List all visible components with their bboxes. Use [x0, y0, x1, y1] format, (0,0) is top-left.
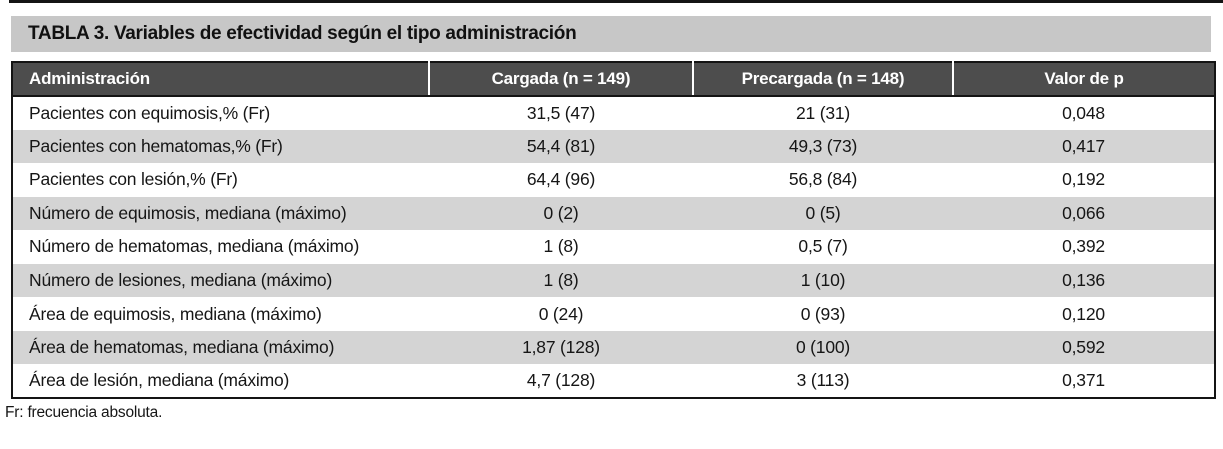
- precargada-value: 0 (5): [693, 196, 953, 231]
- p-value: 0,066: [953, 196, 1215, 231]
- p-value: 0,592: [953, 330, 1215, 365]
- cargada-value: 64,4 (96): [526, 169, 596, 190]
- precargada-value: 0,5 (7): [798, 236, 848, 257]
- p-value: 0,371: [1062, 370, 1105, 391]
- table-row: Pacientes con lesión,% (Fr) 64,4 (96) 56…: [12, 163, 1215, 197]
- row-label: Pacientes con equimosis,% (Fr): [29, 102, 271, 123]
- precargada-value: 3 (113): [796, 370, 850, 391]
- p-value: 0,192: [1062, 169, 1105, 190]
- row-label: Pacientes con lesión,% (Fr): [29, 169, 238, 190]
- table-row: Área de lesión, mediana (máximo) 4,7 (12…: [12, 364, 1215, 398]
- p-value: 0,417: [953, 129, 1215, 164]
- table-row: Número de hematomas, mediana (máximo) 1 …: [12, 230, 1215, 264]
- table-row: Número de lesiones, mediana (máximo) 1 (…: [12, 263, 1215, 298]
- column-header-administracion: Administración: [12, 62, 429, 97]
- p-value: 0,048: [1062, 102, 1105, 123]
- column-header-cargada: Cargada (n = 149): [428, 62, 693, 97]
- precargada-value: 56,8 (84): [788, 169, 858, 190]
- column-header-valor-p: Valor de p: [952, 62, 1215, 97]
- p-value: 0,120: [1062, 303, 1105, 324]
- row-label: Área de hematomas, mediana (máximo): [12, 330, 429, 365]
- table-row: Número de equimosis, mediana (máximo) 0 …: [12, 196, 1215, 231]
- p-value: 0,392: [1062, 236, 1105, 257]
- cargada-value: 31,5 (47): [526, 102, 596, 123]
- effectiveness-table: Administración Cargada (n = 149) Precarg…: [11, 61, 1216, 399]
- column-header-precargada: Precargada (n = 148): [692, 62, 953, 97]
- cargada-value: 1 (8): [429, 263, 693, 298]
- row-label: Número de hematomas, mediana (máximo): [29, 236, 360, 257]
- row-label: Área de lesión, mediana (máximo): [29, 370, 290, 391]
- cargada-value: 54,4 (81): [429, 129, 693, 164]
- table-body: Pacientes con equimosis,% (Fr) 31,5 (47)…: [12, 96, 1215, 398]
- p-value: 0,136: [953, 263, 1215, 298]
- cargada-value: 0 (2): [429, 196, 693, 231]
- table-header: Administración Cargada (n = 149) Precarg…: [12, 62, 1215, 97]
- table-row: Área de equimosis, mediana (máximo) 0 (2…: [12, 297, 1215, 331]
- row-label: Número de lesiones, mediana (máximo): [12, 263, 429, 298]
- precargada-value: 49,3 (73): [693, 129, 953, 164]
- table-title-bar: TABLA 3. Variables de efectividad según …: [11, 16, 1211, 52]
- cargada-value: 0 (24): [538, 303, 584, 324]
- row-label: Número de equimosis, mediana (máximo): [12, 196, 429, 231]
- table-row: Área de hematomas, mediana (máximo) 1,87…: [12, 330, 1215, 365]
- precargada-value: 0 (93): [800, 303, 846, 324]
- precargada-value: 0 (100): [693, 330, 953, 365]
- precargada-value: 21 (31): [795, 102, 851, 123]
- table-title: TABLA 3. Variables de efectividad según …: [28, 23, 577, 44]
- cargada-value: 4,7 (128): [526, 370, 596, 391]
- table-footnote: Fr: frecuencia absoluta.: [5, 404, 163, 421]
- precargada-value: 1 (10): [693, 263, 953, 298]
- cargada-value: 1 (8): [543, 236, 579, 257]
- header-row: Administración Cargada (n = 149) Precarg…: [12, 62, 1215, 97]
- cargada-value: 1,87 (128): [429, 330, 693, 365]
- row-label: Pacientes con hematomas,% (Fr): [12, 129, 429, 164]
- table-row: Pacientes con hematomas,% (Fr) 54,4 (81)…: [12, 129, 1215, 164]
- table-row: Pacientes con equimosis,% (Fr) 31,5 (47)…: [12, 96, 1215, 130]
- top-rule: [9, 0, 1223, 3]
- row-label: Área de equimosis, mediana (máximo): [29, 303, 322, 324]
